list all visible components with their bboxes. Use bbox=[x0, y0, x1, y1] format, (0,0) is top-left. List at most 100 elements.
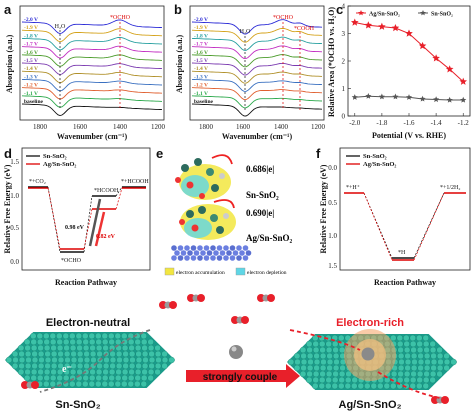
slab-atom bbox=[423, 370, 430, 378]
slab-atom bbox=[121, 380, 128, 388]
slab-atom bbox=[102, 368, 109, 376]
slab-atom bbox=[37, 338, 44, 346]
data-point bbox=[365, 93, 372, 99]
data-point bbox=[378, 22, 386, 30]
slab-atom bbox=[88, 380, 96, 388]
slab-atom bbox=[430, 364, 437, 372]
oxygen-atom bbox=[169, 301, 177, 309]
slab-atom bbox=[326, 358, 334, 366]
panel-a-xtick: 1600 bbox=[73, 123, 88, 131]
slab-atom bbox=[11, 362, 19, 370]
slab-atom bbox=[404, 358, 412, 366]
data-point bbox=[392, 93, 399, 100]
ag-atom bbox=[361, 347, 375, 361]
slab-atom bbox=[403, 370, 411, 378]
slab-atom bbox=[197, 245, 203, 251]
slab-atom bbox=[377, 382, 384, 390]
co2-adsorption-path bbox=[289, 329, 361, 351]
slab-atom bbox=[109, 362, 116, 370]
slab-atom bbox=[332, 370, 339, 378]
slab-atom bbox=[128, 368, 135, 376]
panel-f-ylabel: Relative Free Energy (eV) bbox=[319, 164, 328, 253]
slab-atom bbox=[429, 340, 436, 348]
slab-atom bbox=[37, 350, 45, 358]
panel-b-label: b bbox=[174, 2, 182, 17]
slab-atom bbox=[141, 368, 148, 376]
spectrum-line bbox=[21, 36, 163, 51]
slab-atom bbox=[37, 362, 45, 370]
slab-atom bbox=[69, 344, 77, 352]
slab-atom bbox=[147, 368, 155, 376]
slab-atom bbox=[24, 338, 31, 346]
data-point bbox=[378, 93, 385, 100]
slab-atom bbox=[154, 368, 161, 376]
panel-g: g strongly couple Electron-neutral Elect… bbox=[0, 290, 474, 413]
slab-atom bbox=[148, 362, 155, 370]
slab-atom bbox=[236, 255, 242, 261]
slab-atom bbox=[121, 344, 129, 352]
slab-atom bbox=[76, 368, 83, 376]
slab-atom bbox=[95, 380, 102, 388]
data-point bbox=[420, 10, 426, 16]
data-point bbox=[418, 41, 427, 50]
slab-atom bbox=[184, 255, 190, 261]
slab-atom bbox=[443, 352, 450, 360]
slab-atom bbox=[121, 332, 128, 340]
couple-arrow bbox=[186, 364, 300, 388]
slab-atom bbox=[95, 332, 102, 340]
slab-atom bbox=[122, 350, 129, 358]
slab-atom bbox=[333, 358, 340, 366]
slab-atom bbox=[82, 344, 90, 352]
slab-atom bbox=[127, 338, 135, 346]
left-name: Sn-SnO₂ bbox=[55, 399, 100, 411]
slab-atom bbox=[82, 332, 89, 340]
slab-atom bbox=[43, 338, 50, 346]
slab-atom bbox=[416, 376, 423, 384]
slab-atom bbox=[312, 376, 319, 384]
slab-atom bbox=[187, 250, 193, 256]
spectrum-label: baseline bbox=[24, 99, 44, 105]
panel-a-xtick: 1200 bbox=[151, 123, 166, 131]
slab-atom bbox=[417, 364, 424, 372]
slab-atom bbox=[325, 340, 332, 348]
slab-atom bbox=[319, 364, 327, 372]
panel-f-ytick: 0.5 bbox=[328, 199, 337, 207]
slab-atom bbox=[294, 358, 301, 366]
slab-atom bbox=[30, 374, 37, 382]
slab-atom bbox=[63, 344, 70, 352]
slab-atom bbox=[423, 346, 430, 354]
charge-density-structure-1 bbox=[175, 158, 231, 200]
spectrum-label: -1.1 V bbox=[194, 91, 208, 97]
x-tick-label: -1.8 bbox=[376, 119, 388, 127]
slab-atom bbox=[210, 245, 216, 251]
slab-atom bbox=[338, 376, 345, 384]
slab-atom bbox=[62, 338, 70, 346]
slab-atom bbox=[75, 332, 83, 340]
panel-a-xtick: 1800 bbox=[33, 123, 48, 131]
slab-atom bbox=[70, 350, 77, 358]
slab-atom bbox=[417, 352, 424, 360]
slab-atom bbox=[76, 350, 84, 358]
slab-atom bbox=[306, 364, 314, 372]
slab-atom bbox=[338, 370, 346, 378]
slab-atom bbox=[18, 356, 26, 364]
slab-atom bbox=[147, 374, 154, 382]
panel-c-ylabel: Relative Area (*OCHO vs. H₂O) bbox=[327, 7, 336, 117]
panel-f-ytick: 1.5 bbox=[328, 262, 337, 270]
slab-atom bbox=[223, 255, 229, 261]
slab-atom bbox=[121, 374, 128, 382]
charge-density-structure-2 bbox=[179, 204, 236, 240]
slab-atom bbox=[43, 374, 50, 382]
y-tick-label: 0 bbox=[342, 113, 346, 121]
spectrum-label: -1.2 V bbox=[194, 83, 208, 89]
slab-atom bbox=[410, 340, 417, 348]
spectrum-line bbox=[191, 78, 323, 92]
state-label: *+1/2H₂ bbox=[440, 185, 460, 191]
slab-atom bbox=[30, 368, 38, 376]
slab-atom bbox=[232, 250, 239, 256]
slab-atom bbox=[154, 350, 162, 358]
data-point bbox=[391, 24, 400, 32]
slab-atom bbox=[180, 250, 187, 256]
slab-atom bbox=[70, 356, 78, 364]
y-tick-label: 1 bbox=[342, 85, 346, 93]
